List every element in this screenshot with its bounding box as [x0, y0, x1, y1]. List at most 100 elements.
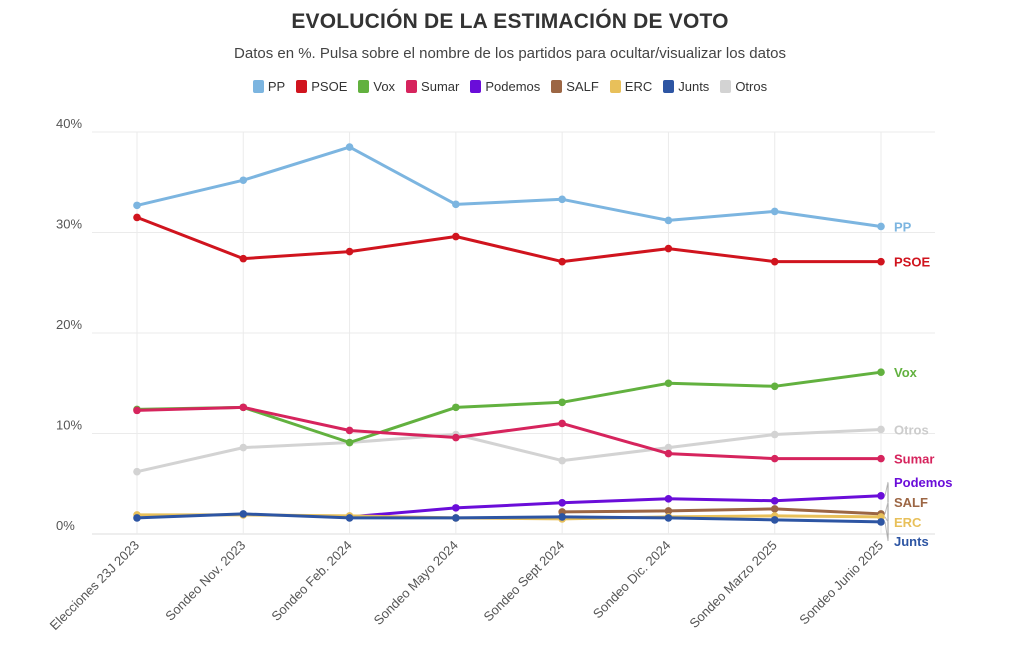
- legend-label: Sumar: [421, 79, 460, 94]
- data-point: [664, 495, 673, 503]
- series-end-label: Junts: [894, 534, 929, 549]
- label-connector: [884, 521, 889, 542]
- series-line: [135, 512, 883, 524]
- data-point: [133, 201, 141, 210]
- legend-label: ERC: [624, 79, 653, 94]
- legend-item-pp[interactable]: PP: [252, 79, 285, 94]
- data-point: [877, 425, 885, 434]
- x-tick-label: Sondeo Nov. 2023: [162, 538, 248, 624]
- legend-item-sumar[interactable]: Sumar: [406, 79, 459, 94]
- data-point: [239, 176, 248, 185]
- data-point: [452, 433, 460, 442]
- data-point: [452, 403, 460, 412]
- legend-swatch: [252, 80, 264, 93]
- legend-item-otros[interactable]: Otros: [720, 79, 767, 94]
- y-tick-label: 20%: [56, 317, 82, 332]
- data-point: [133, 467, 141, 476]
- data-point: [770, 516, 779, 524]
- data-point: [877, 492, 885, 500]
- data-point: [770, 497, 779, 505]
- data-point: [770, 207, 779, 216]
- x-tick-label: Elecciones 23J 2023: [47, 538, 142, 633]
- series-end-label: Podemos: [894, 475, 953, 490]
- legend-label: Podemos: [485, 79, 541, 94]
- data-point: [133, 406, 141, 415]
- chart-legend: PP PSOE Vox Sumar Podemos SALF ERC Junts Otros: [0, 79, 1020, 94]
- data-point: [770, 454, 779, 463]
- series-end-label: Vox: [894, 365, 918, 380]
- label-connector: [884, 481, 889, 496]
- data-point: [664, 244, 673, 253]
- data-point: [345, 438, 354, 447]
- data-point: [877, 368, 885, 376]
- data-point: [770, 382, 779, 391]
- legend-item-psoe[interactable]: PSOE: [296, 79, 347, 94]
- series-end-label: Sumar: [894, 452, 934, 467]
- data-point: [558, 499, 566, 507]
- legend-swatch: [551, 80, 563, 93]
- data-point: [664, 507, 673, 515]
- series-line: [135, 428, 883, 474]
- data-point: [452, 232, 460, 241]
- data-point: [558, 398, 566, 407]
- data-point: [664, 449, 673, 458]
- series-line: [135, 215, 883, 264]
- legend-item-erc[interactable]: ERC: [609, 79, 653, 94]
- series-end-label: PP: [894, 219, 912, 234]
- data-point: [133, 213, 141, 222]
- data-point: [239, 254, 248, 263]
- data-point: [664, 379, 673, 388]
- x-tick-label: Sondeo Junio 2025: [796, 538, 886, 628]
- data-point: [558, 195, 566, 204]
- chart-subtitle: Datos en %. Pulsa sobre el nombre de los…: [234, 45, 786, 62]
- legend-item-junts[interactable]: Junts: [663, 79, 709, 94]
- legend-item-vox[interactable]: Vox: [358, 79, 395, 94]
- y-tick-label: 10%: [56, 418, 82, 433]
- legend-label: SALF: [566, 79, 599, 94]
- series-end-label: PSOE: [894, 255, 930, 270]
- data-point: [877, 454, 885, 463]
- data-point: [664, 443, 673, 452]
- legend-swatch: [470, 80, 482, 93]
- data-point: [239, 403, 248, 412]
- data-point: [558, 257, 566, 266]
- series-line: [560, 507, 883, 516]
- legend-label: Vox: [373, 79, 396, 94]
- data-point: [452, 514, 460, 522]
- data-point: [345, 426, 354, 435]
- series-line: [348, 494, 883, 519]
- data-point: [877, 518, 885, 526]
- data-point: [770, 257, 779, 266]
- data-point: [345, 247, 354, 256]
- label-connector: [884, 516, 889, 523]
- series-line: [135, 370, 883, 444]
- series-end-label: Otros: [894, 422, 929, 437]
- data-point: [452, 504, 460, 512]
- x-tick-label: Sondeo Sept 2024: [480, 538, 567, 625]
- legend-label: PSOE: [311, 79, 348, 94]
- x-tick-label: Sondeo Mayo 2024: [371, 538, 461, 628]
- data-point: [239, 510, 248, 518]
- legend-label: Otros: [735, 79, 768, 94]
- legend-item-podemos[interactable]: Podemos: [470, 79, 540, 94]
- data-point: [664, 216, 673, 225]
- data-point: [133, 514, 141, 522]
- legend-swatch: [406, 80, 418, 93]
- data-point: [239, 443, 248, 452]
- x-tick-label: Sondeo Marzo 2025: [686, 538, 779, 631]
- data-point: [558, 419, 566, 428]
- y-tick-label: 40%: [56, 116, 82, 131]
- legend-item-salf[interactable]: SALF: [551, 79, 599, 94]
- chart-title: EVOLUCIÓN DE LA ESTIMACIÓN DE VOTO: [291, 10, 729, 33]
- legend-swatch: [663, 80, 675, 93]
- legend-label: Junts: [678, 79, 710, 94]
- data-point: [558, 456, 566, 465]
- x-tick-label: Sondeo Feb. 2024: [268, 538, 354, 624]
- legend-swatch: [358, 80, 370, 93]
- legend-swatch: [296, 80, 308, 93]
- label-connector: [884, 501, 889, 515]
- data-point: [877, 222, 885, 231]
- data-point: [345, 143, 354, 151]
- data-point: [664, 514, 673, 522]
